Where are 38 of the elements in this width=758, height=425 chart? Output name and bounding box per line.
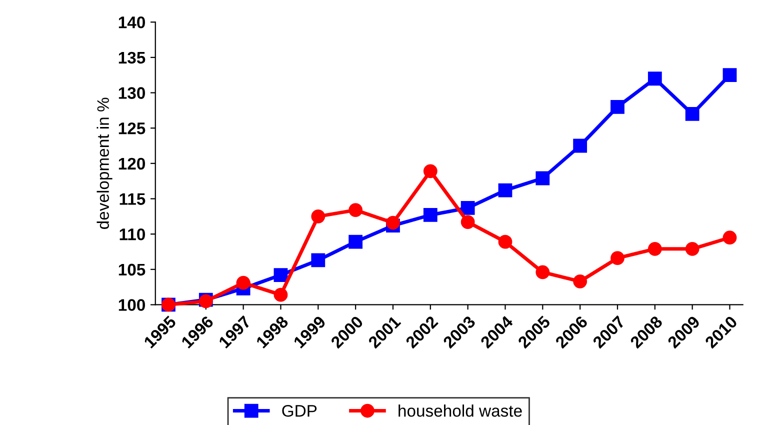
- point: [274, 268, 288, 282]
- point: [610, 251, 624, 266]
- y-tick-label: 105: [118, 264, 146, 276]
- legend-label: household waste: [398, 404, 522, 417]
- point: [648, 72, 662, 86]
- y-tick-label: 140: [118, 16, 145, 28]
- y-axis-title: development in %: [96, 98, 112, 229]
- point: [722, 68, 737, 82]
- legend-label: GDP: [282, 404, 317, 417]
- y-tick-label: 125: [118, 122, 146, 134]
- y-tick-label: 100: [118, 299, 145, 311]
- point: [274, 288, 288, 302]
- point: [536, 265, 550, 280]
- point: [460, 200, 475, 215]
- y-tick-label: 135: [118, 52, 146, 64]
- point: [386, 216, 400, 230]
- point: [648, 242, 662, 256]
- point: [348, 203, 363, 217]
- point: [498, 234, 512, 249]
- y-tick-label: 130: [118, 87, 145, 99]
- point: [423, 164, 438, 178]
- point: [311, 253, 326, 268]
- point: [573, 274, 588, 288]
- point: [722, 230, 737, 245]
- point: [573, 138, 588, 153]
- y-tick-label: 120: [118, 158, 145, 170]
- point: [498, 183, 512, 198]
- point: [236, 276, 250, 290]
- point: [348, 234, 363, 249]
- y-tick-label: 110: [120, 228, 145, 240]
- point: [610, 100, 624, 114]
- point: [423, 208, 438, 222]
- point: [685, 242, 700, 256]
- y-tick-label: 115: [120, 193, 146, 205]
- point: [685, 107, 700, 121]
- point: [460, 215, 475, 229]
- point: [536, 171, 550, 186]
- point: [311, 209, 326, 224]
